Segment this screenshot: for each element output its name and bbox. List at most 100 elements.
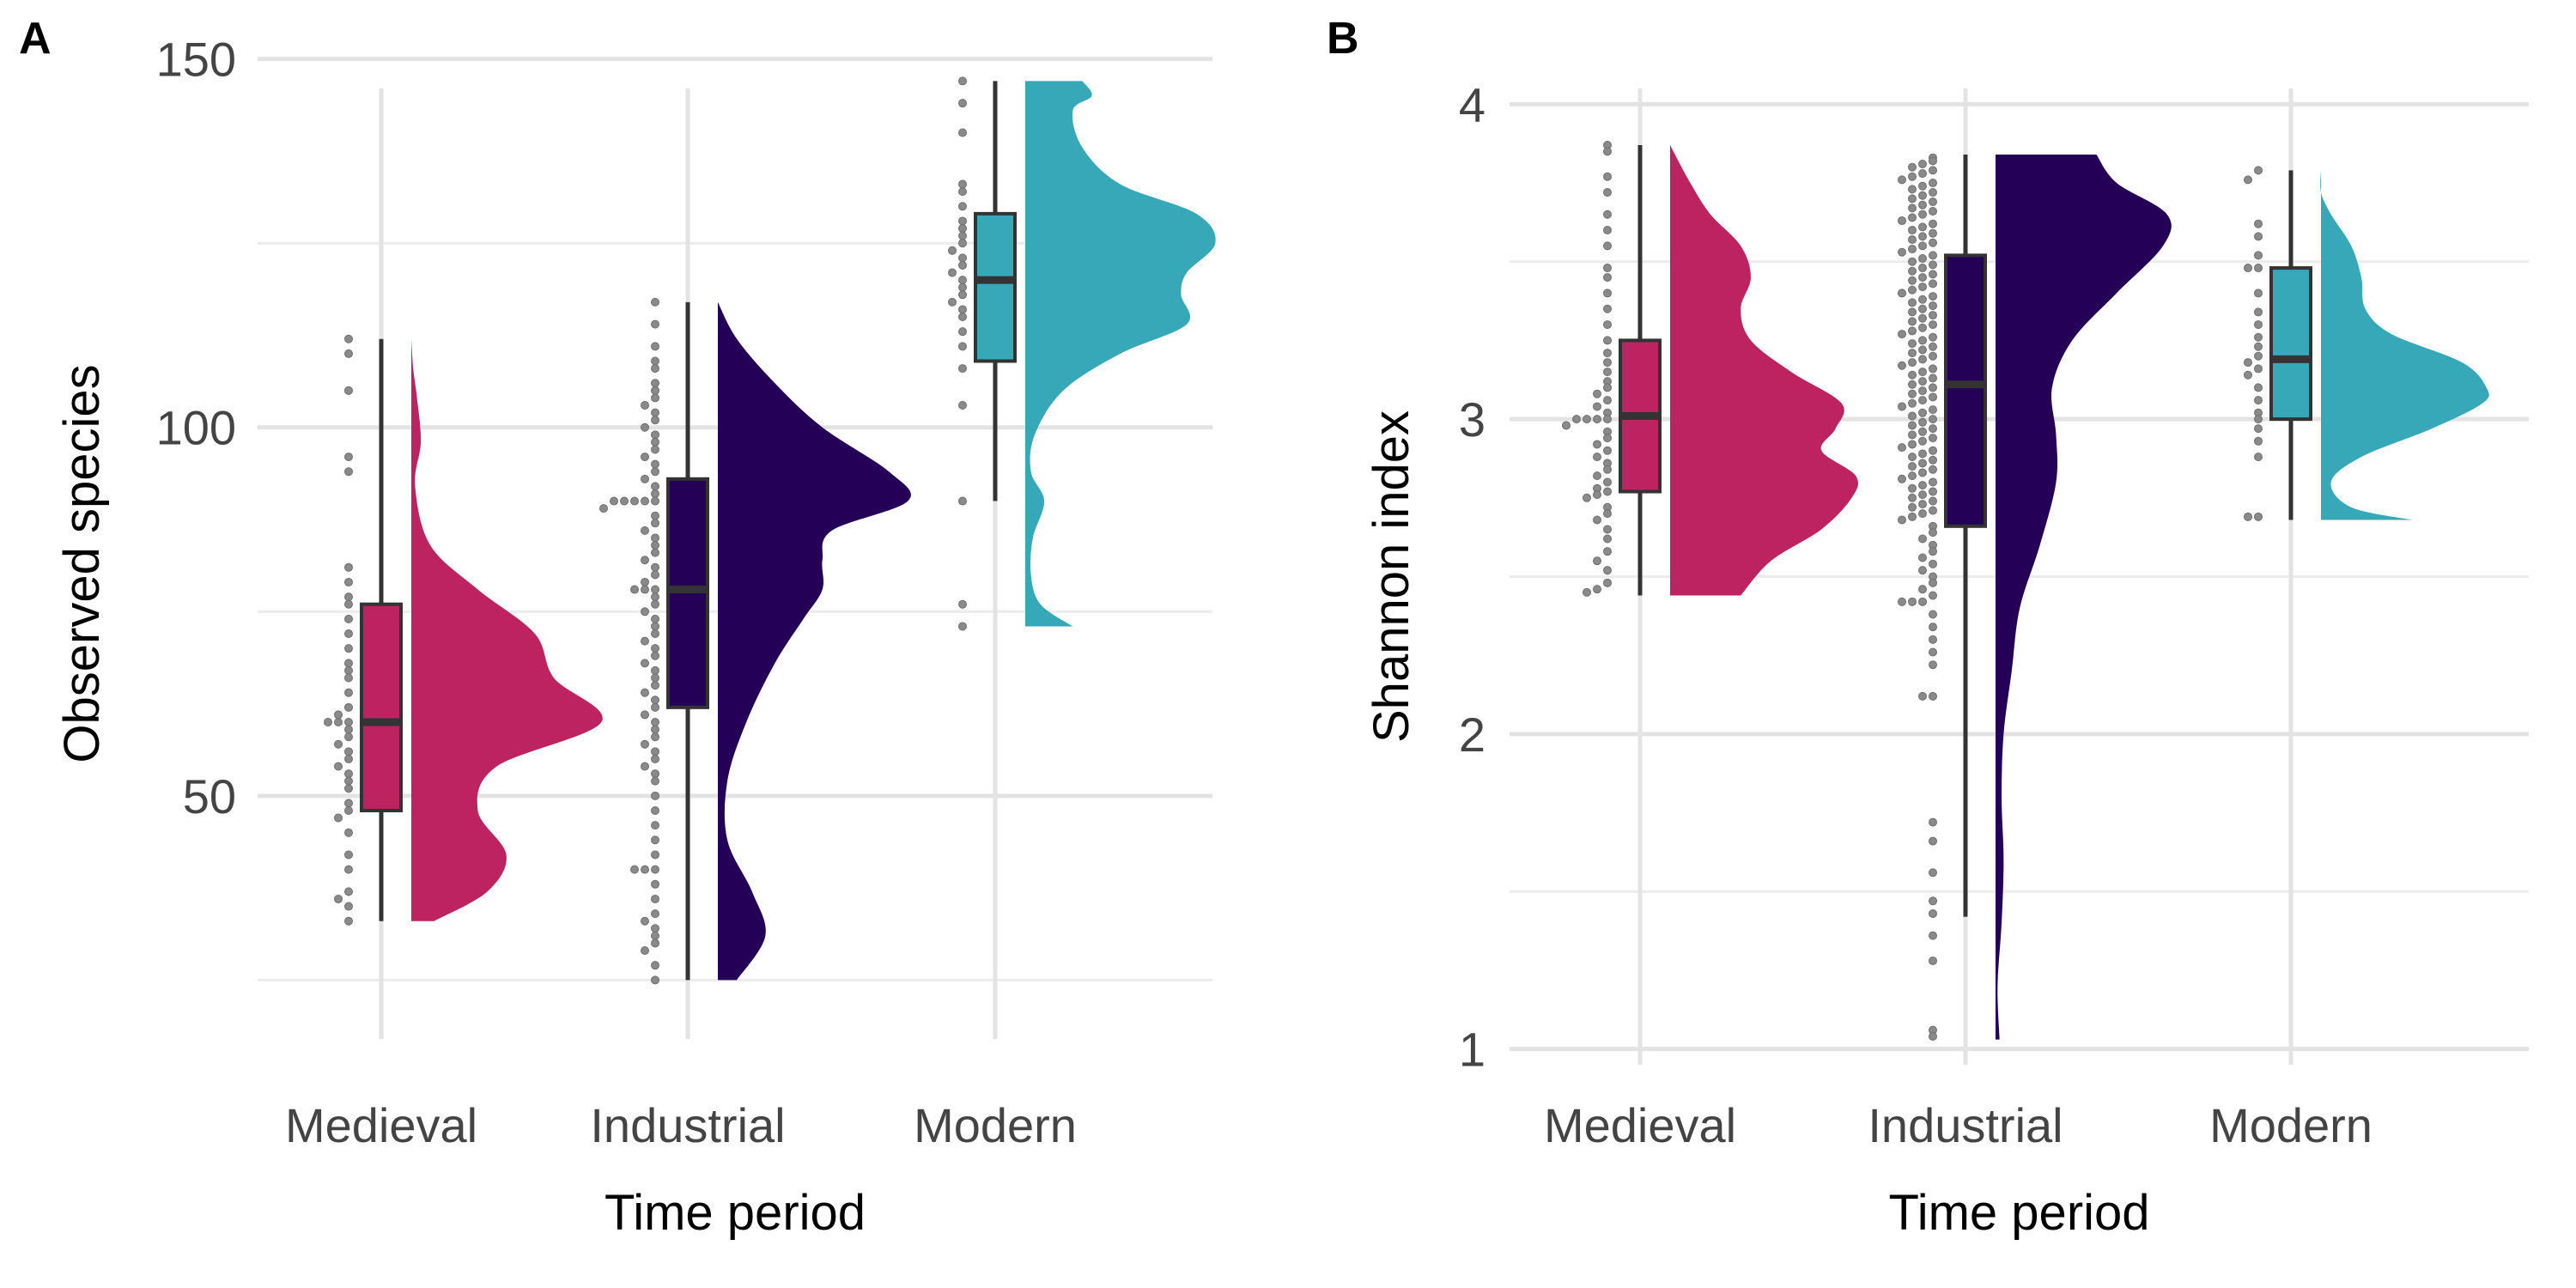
data-point [1603, 487, 1612, 496]
data-point [1908, 213, 1917, 222]
data-point [1908, 185, 1917, 194]
data-point [1918, 468, 1927, 477]
data-point [641, 762, 649, 771]
data-point [651, 393, 659, 403]
data-point [334, 813, 343, 823]
data-point [1929, 188, 1937, 197]
data-point [1918, 295, 1927, 304]
data-point [1898, 216, 1906, 226]
data-point [1929, 868, 1937, 878]
data-point [1918, 191, 1927, 200]
data-point [1929, 364, 1937, 374]
y-tick-label: 150 [156, 33, 236, 87]
y-tick-label: 50 [183, 769, 236, 823]
data-point [1929, 559, 1937, 568]
data-point [344, 592, 353, 602]
data-point [1929, 647, 1937, 657]
data-point [344, 334, 353, 343]
data-point [2244, 264, 2252, 273]
data-point [1929, 383, 1937, 392]
data-point [1929, 623, 1937, 632]
data-point [641, 577, 649, 586]
data-point [344, 349, 353, 358]
data-point [641, 688, 649, 697]
data-point [1898, 597, 1906, 606]
data-point [1929, 817, 1937, 827]
data-point [1603, 383, 1612, 392]
data-point [1929, 506, 1937, 515]
data-point [958, 231, 967, 240]
data-point [1929, 528, 1937, 538]
data-point [344, 865, 353, 874]
data-point [641, 636, 649, 646]
density-shape [411, 338, 603, 921]
data-point [1583, 587, 1591, 597]
data-point [344, 725, 353, 734]
data-point [1603, 509, 1612, 519]
data-point [641, 659, 649, 668]
data-point [641, 607, 649, 617]
raincloud-industrial [599, 297, 911, 985]
data-point [334, 894, 343, 903]
data-point [651, 791, 659, 800]
data-point [1898, 175, 1906, 185]
data-point [1929, 166, 1937, 175]
data-point [2254, 232, 2263, 241]
data-point [1908, 380, 1917, 389]
data-point [641, 739, 649, 749]
y-tick-label: 2 [1459, 708, 1485, 762]
data-point [344, 718, 353, 726]
data-point [1918, 313, 1927, 323]
data-point [1908, 307, 1917, 317]
data-point [1593, 585, 1601, 594]
data-point [344, 688, 353, 697]
data-point [1929, 465, 1937, 474]
density-shape [1025, 81, 1216, 627]
data-point [2254, 166, 2263, 175]
data-point [1908, 421, 1917, 430]
data-point [1908, 358, 1917, 368]
data-point [1908, 430, 1917, 440]
data-point [1929, 311, 1937, 320]
data-point [651, 747, 659, 756]
data-point [1929, 207, 1937, 216]
data-point [651, 489, 659, 498]
data-point [641, 946, 649, 956]
data-point [1929, 279, 1937, 289]
data-point [1929, 156, 1937, 166]
panel-label: B [1327, 14, 1359, 64]
data-point [958, 253, 967, 263]
data-point [1918, 585, 1927, 594]
data-point [651, 482, 659, 491]
y-tick-label: 1 [1459, 1023, 1485, 1077]
data-point [958, 290, 967, 300]
data-point [1929, 415, 1937, 424]
data-point [2254, 264, 2263, 273]
data-point [1603, 336, 1612, 345]
data-point [1603, 566, 1612, 575]
data-point [651, 445, 659, 454]
data-point [1603, 525, 1612, 534]
data-point [641, 556, 649, 565]
data-point [344, 828, 353, 837]
data-point [641, 710, 649, 720]
x-axis-title: Time period [1888, 1185, 2149, 1241]
data-point [1908, 483, 1917, 493]
data-point [1929, 270, 1937, 279]
data-point [651, 776, 659, 786]
raincloud-industrial [1898, 153, 2172, 1041]
data-point [2254, 289, 2263, 298]
data-point [958, 224, 967, 234]
raincloud-medieval [1562, 141, 1859, 597]
data-point [651, 364, 659, 374]
data-point [599, 504, 608, 513]
data-point [2244, 358, 2252, 368]
data-point [958, 239, 967, 248]
data-point [1918, 368, 1927, 377]
data-point [1908, 235, 1917, 245]
data-point [1929, 424, 1937, 434]
raincloud-modern [948, 76, 1216, 631]
data-point [1603, 320, 1612, 330]
data-point [1908, 276, 1917, 285]
